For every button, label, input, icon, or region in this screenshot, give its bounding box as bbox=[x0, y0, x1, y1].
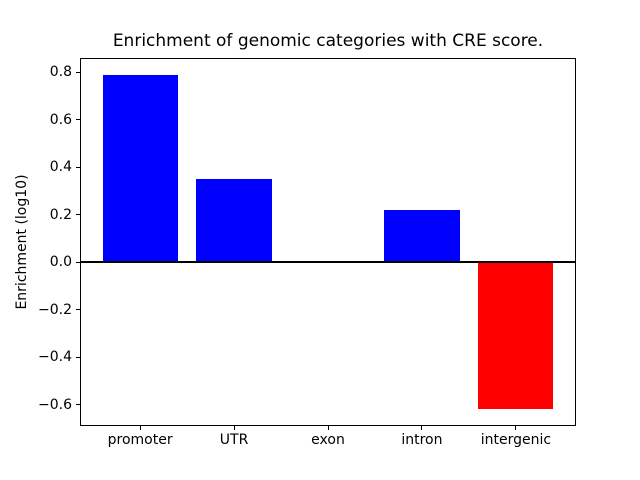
y-tick-label: 0.0 bbox=[49, 254, 72, 271]
x-tick-label-UTR: UTR bbox=[219, 432, 249, 448]
x-tick-promoter bbox=[139, 426, 141, 430]
y-tick-label: 0.6 bbox=[49, 111, 72, 128]
chart-title: Enrichment of genomic categories with CR… bbox=[112, 31, 544, 51]
bar-intron bbox=[384, 209, 460, 263]
y-axis-label: Enrichment (log10) bbox=[14, 174, 30, 310]
y-tick-label: 0.8 bbox=[49, 64, 72, 81]
bar-UTR bbox=[196, 179, 272, 263]
y-tick-label: 0.2 bbox=[49, 206, 72, 223]
y-tick bbox=[76, 119, 80, 121]
x-tick-intergenic bbox=[515, 426, 517, 430]
y-tick-label: 0.4 bbox=[49, 159, 72, 176]
bar-intergenic bbox=[478, 262, 554, 410]
zero-baseline bbox=[80, 261, 576, 264]
x-tick-label-intron: intron bbox=[401, 432, 443, 448]
y-tick bbox=[76, 309, 80, 311]
x-tick-intron bbox=[421, 426, 423, 430]
y-tick bbox=[76, 166, 80, 168]
x-tick-exon bbox=[327, 426, 329, 430]
x-tick-label-intergenic: intergenic bbox=[480, 432, 552, 448]
x-tick-label-promoter: promoter bbox=[107, 432, 173, 448]
x-tick-UTR bbox=[233, 426, 235, 430]
y-tick bbox=[76, 404, 80, 406]
x-tick-label-exon: exon bbox=[311, 432, 345, 448]
y-tick-label: −0.4 bbox=[38, 349, 72, 366]
y-tick bbox=[76, 71, 80, 73]
y-tick bbox=[76, 214, 80, 216]
bar-promoter bbox=[102, 74, 178, 263]
y-tick bbox=[76, 356, 80, 358]
y-tick bbox=[76, 261, 80, 263]
y-tick-label: −0.6 bbox=[38, 396, 72, 413]
y-tick-label: −0.2 bbox=[38, 301, 72, 318]
